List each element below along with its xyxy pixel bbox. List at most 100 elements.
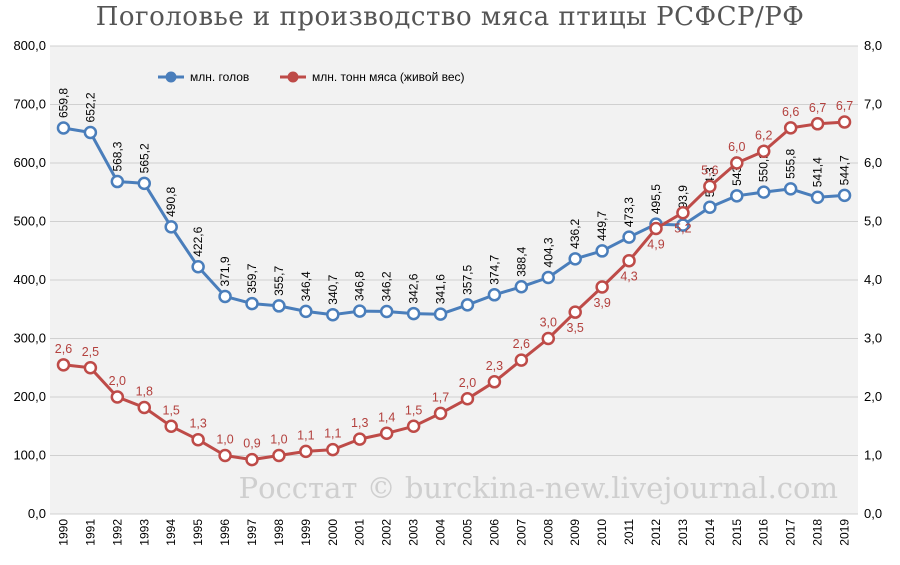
data-label: 341,6	[434, 274, 448, 304]
data-label: 3,0	[540, 316, 557, 330]
data-label: 346,4	[299, 271, 313, 301]
data-label: 359,7	[245, 263, 259, 293]
x-tick-label: 2007	[514, 519, 528, 546]
legend: млн. голов млн. тонн мяса (живой вес)	[158, 70, 465, 84]
data-label: 495,5	[649, 184, 663, 214]
data-point	[191, 432, 205, 447]
chart-title: Поголовье и производство мяса птицы РСФС…	[95, 2, 805, 32]
data-label: 5,2	[674, 222, 691, 236]
data-label: 355,7	[272, 266, 286, 296]
data-label: 1,3	[351, 416, 368, 430]
data-point	[676, 218, 690, 232]
right-tick-label: 2,0	[864, 389, 882, 404]
x-tick-label: 1995	[191, 519, 205, 546]
data-point	[83, 125, 98, 140]
left-tick-label: 100,0	[13, 448, 46, 463]
data-label: 346,8	[353, 271, 367, 301]
x-tick-label: 2003	[407, 519, 421, 546]
data-label: 555,8	[784, 149, 798, 179]
x-tick-label: 1991	[83, 519, 97, 546]
data-label: 6,7	[836, 99, 853, 113]
data-point	[756, 144, 771, 159]
data-label: 1,4	[378, 410, 395, 424]
data-label: 2,6	[513, 337, 530, 351]
data-label: 1,8	[136, 385, 153, 399]
data-label: 3,5	[567, 321, 584, 335]
data-point	[514, 353, 529, 367]
data-point	[110, 390, 125, 404]
x-tick-label: 2019	[838, 519, 852, 546]
data-label: 659,8	[56, 88, 70, 118]
x-tick-label: 1998	[272, 519, 286, 546]
data-label: 541,4	[811, 157, 825, 187]
data-label: 6,0	[728, 140, 745, 154]
data-point	[272, 299, 286, 313]
data-point	[433, 307, 448, 321]
data-point	[191, 260, 205, 274]
x-tick-label: 2013	[676, 519, 690, 546]
data-point	[649, 221, 663, 236]
left-tick-label: 600,0	[13, 155, 46, 170]
data-point	[703, 200, 717, 215]
data-point	[164, 220, 178, 234]
data-point	[352, 304, 367, 318]
data-label: 2,5	[82, 345, 99, 359]
data-label: 565,2	[137, 143, 151, 173]
data-point	[299, 304, 313, 319]
data-point	[326, 307, 340, 322]
data-label: 490,8	[164, 187, 178, 217]
data-point	[433, 406, 448, 421]
data-point	[783, 182, 798, 196]
data-label: 544,7	[838, 155, 852, 185]
x-tick-label: 1992	[110, 519, 124, 546]
left-tick-label: 700,0	[13, 97, 46, 112]
data-point	[568, 252, 582, 266]
data-label: 1,0	[270, 433, 287, 447]
data-label: 340,7	[326, 274, 340, 304]
data-label: 3,9	[593, 296, 610, 310]
data-point	[83, 361, 98, 375]
data-label: 1,7	[432, 390, 449, 404]
data-point	[56, 121, 71, 135]
data-point	[299, 444, 313, 459]
data-label: 568,3	[110, 141, 124, 171]
data-label: 374,7	[487, 254, 501, 284]
data-point	[487, 375, 502, 389]
data-point	[568, 305, 582, 319]
legend-marker	[287, 71, 299, 83]
right-tick-label: 7,0	[864, 97, 882, 112]
data-label: 1,5	[163, 403, 180, 417]
data-point	[379, 304, 394, 319]
data-point	[676, 205, 690, 220]
data-label: 436,2	[568, 218, 582, 248]
x-tick-label: 2011	[622, 519, 636, 545]
data-label: 346,2	[380, 271, 394, 301]
x-tick-label: 2001	[353, 519, 367, 546]
data-label: 4,3	[620, 270, 637, 284]
x-tick-label: 2004	[434, 519, 448, 546]
data-label: 1,0	[216, 433, 233, 447]
right-tick-label: 1,0	[864, 448, 882, 463]
data-label: 2,6	[55, 342, 72, 356]
left-tick-label: 300,0	[13, 331, 46, 346]
x-tick-label: 2010	[595, 519, 609, 546]
legend-label: млн. голов	[190, 70, 249, 84]
data-point	[352, 432, 367, 446]
data-label: 6,7	[809, 101, 826, 115]
x-tick-label: 1996	[218, 519, 232, 546]
data-point	[595, 244, 609, 258]
data-point	[783, 121, 798, 135]
data-label: 2,0	[459, 376, 476, 390]
legend-item: млн. тонн мяса (живой вес)	[280, 70, 465, 84]
x-tick-label: 1997	[245, 519, 259, 546]
data-point	[756, 185, 771, 199]
x-tick-label: 2012	[649, 519, 663, 546]
data-label: 473,3	[622, 197, 636, 227]
data-point	[541, 331, 556, 346]
data-point	[218, 448, 232, 463]
right-tick-label: 3,0	[864, 331, 882, 346]
data-label: 422,6	[191, 226, 205, 256]
data-point	[137, 176, 152, 191]
right-tick-label: 8,0	[864, 38, 882, 53]
right-tick-label: 4,0	[864, 272, 882, 287]
